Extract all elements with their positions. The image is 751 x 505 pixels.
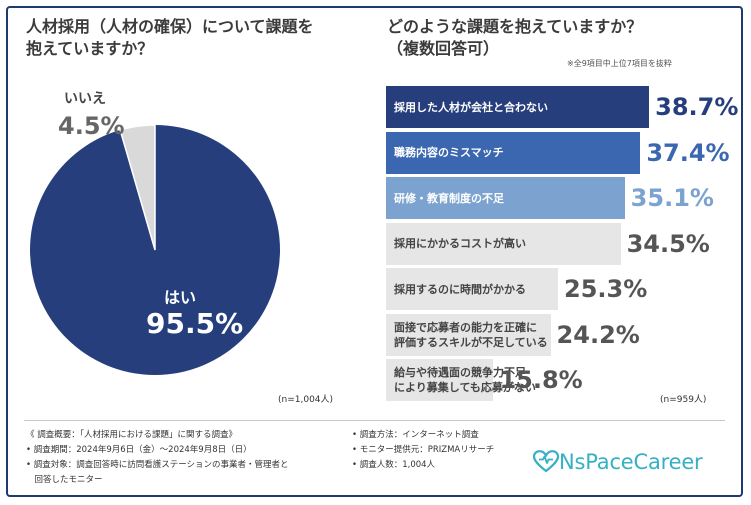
- bar-category-label: 給与や待遇面の競争力不足 により募集しても応募がない: [394, 366, 536, 394]
- pie-label-yes: はい: [164, 288, 197, 307]
- bar-category-label: 研修・教育制度の不足: [394, 191, 504, 205]
- bar-value-label: 24.2%: [556, 320, 640, 349]
- bar-category-label: 面接で応募者の能力を正確に 評価するスキルが不足している: [394, 320, 548, 349]
- brand-logo: NsPaceCareer: [533, 450, 703, 474]
- pie-value-yes: 95.5%: [146, 307, 244, 340]
- bar-value-label: 35.1%: [630, 184, 714, 212]
- survey-target: • 調査対象：調査回答時に訪問看護ステーションの事業者・管理者と: [26, 460, 289, 470]
- bar: [386, 177, 625, 219]
- bar-row: 採用にかかるコストが高い 34.5%: [386, 222, 731, 265]
- bar-chart-note: ※全9項目中上位7項目を抜粋: [567, 59, 672, 68]
- survey-method-list: • 調査方法：インターネット調査 • モニター提供元：PRIZMAリサーチ • …: [352, 428, 542, 473]
- bar: [386, 313, 551, 356]
- bar-row: 研修・教育制度の不足 35.1%: [386, 177, 731, 219]
- bar-category-label: 採用した人材が会社と合わない: [394, 100, 548, 114]
- bar-row: 面接で応募者の能力を正確に 評価するスキルが不足している 24.2%: [386, 313, 731, 356]
- bar: [386, 131, 641, 174]
- pie-value-no: 4.5%: [58, 112, 125, 140]
- survey-provider: • モニター提供元：PRIZMAリサーチ: [352, 445, 495, 455]
- bar-value-label: 25.3%: [564, 275, 648, 303]
- bar: [386, 359, 494, 401]
- pie-sample-size: (n=1,004人): [278, 395, 334, 405]
- bar-value-label: 38.7%: [655, 93, 739, 121]
- bar-sample-size: (n=959人): [660, 395, 707, 405]
- bar: [386, 86, 650, 128]
- heart-icon: [533, 450, 559, 473]
- survey-overview-title: 《 調査概要：「人材採用における課題」に関する調査》: [26, 430, 237, 440]
- bar-category-label: 採用にかかるコストが高い: [394, 237, 526, 250]
- survey-target-cont: 回答したモニター: [26, 475, 103, 485]
- bar-row: 給与や待遇面の競争力不足 により募集しても応募がない 15.8%: [386, 359, 731, 401]
- footer-divider: [24, 420, 725, 421]
- bar-category-label: 職務内容のミスマッチ: [394, 146, 504, 159]
- bar-category-label: 採用するのに時間がかかる: [394, 282, 526, 296]
- brand-logo-text: NsPaceCareer: [559, 450, 703, 474]
- pie-chart: [30, 124, 280, 375]
- survey-method: • 調査方法：インターネット調査: [352, 430, 479, 440]
- bar-value-label: 15.8%: [499, 366, 583, 394]
- pie-chart-title: 人材採用（人材の確保）について課題を 抱えていますか？: [26, 17, 314, 58]
- bar-value-label: 34.5%: [626, 229, 710, 258]
- bar-row: 採用した人材が会社と合わない 38.7%: [386, 86, 738, 128]
- infographic-frame: [6, 6, 743, 497]
- bar-row: 職務内容のミスマッチ 37.4%: [386, 131, 731, 174]
- bar-chart-title: どのような課題を抱えていますか？ （複数回答可）: [387, 17, 643, 58]
- bar: [386, 268, 559, 310]
- pie-slice-no: [119, 124, 156, 251]
- bar-row: 採用するのに時間がかかる 25.3%: [386, 268, 731, 310]
- pie-label-no: いいえ: [64, 91, 106, 107]
- survey-count: • 調査人数：1,004人: [352, 460, 436, 470]
- survey-period: • 調査期間：2024年9月6日（金）〜2024年9月8日（日）: [26, 445, 252, 455]
- survey-overview-list: 《 調査概要：「人材採用における課題」に関する調査》 • 調査期間：2024年9…: [26, 428, 356, 488]
- bar-value-label: 37.4%: [646, 138, 730, 167]
- bar: [386, 222, 621, 265]
- bar-chart: 採用した人材が会社と合わない 38.7% 職務内容のミスマッチ 37.4% 研修・教育制…: [386, 86, 738, 401]
